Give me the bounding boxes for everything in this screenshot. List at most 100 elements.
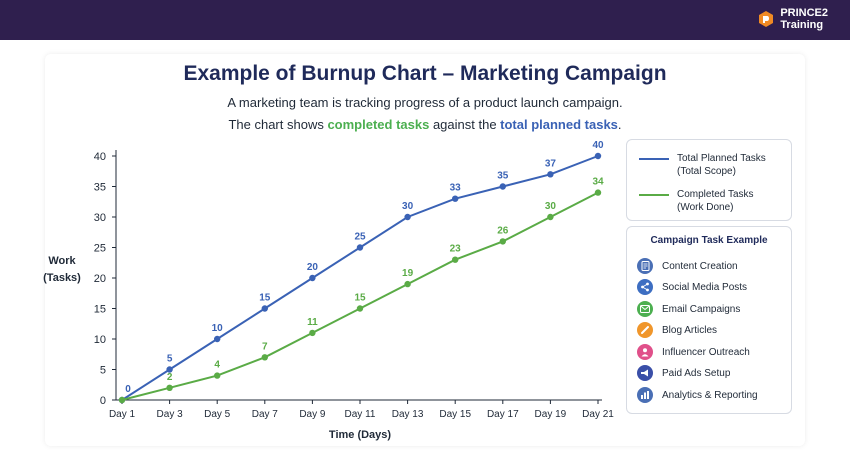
data-point-completed <box>356 305 364 312</box>
data-label-completed: 34 <box>592 177 604 188</box>
x-tick-label: Day 5 <box>204 409 231 420</box>
data-point-completed <box>261 354 268 361</box>
y-tick-label: 20 <box>94 273 106 285</box>
x-tick-label: Day 11 <box>345 409 376 420</box>
data-point-completed <box>118 396 126 404</box>
data-label-completed: 2 <box>167 372 173 383</box>
y-tick-label: 35 <box>94 182 106 194</box>
prince2-logo-icon <box>759 11 774 27</box>
subtitle-highlight-completed: completed tasks <box>327 117 430 132</box>
data-point-completed <box>452 256 459 263</box>
legend-label-planned-line1: Total Planned Tasks <box>677 153 766 164</box>
y-tick-label: 15 <box>94 304 106 316</box>
data-label-completed: 7 <box>262 341 268 352</box>
task-item-social-media: Social Media Posts <box>637 279 747 295</box>
data-label-completed: 19 <box>402 268 414 279</box>
task-label: Email Campaigns <box>662 303 741 315</box>
x-tick-label: Day 1 <box>109 409 136 420</box>
y-axis-label-line2: (Tasks) <box>43 272 81 284</box>
x-tick-label: Day 21 <box>582 409 614 420</box>
data-point-completed <box>404 280 411 288</box>
chart-title: Example of Burnup Chart – Marketing Camp… <box>183 62 667 85</box>
data-label-planned: 33 <box>450 183 462 194</box>
x-tick-label: Day 17 <box>487 409 519 420</box>
subtitle-highlight-planned: total planned tasks <box>500 117 618 132</box>
y-tick-label: 40 <box>94 151 106 163</box>
y-tick-label: 30 <box>94 212 106 224</box>
y-tick-label: 10 <box>94 334 106 346</box>
share-icon <box>637 279 653 295</box>
legend-label-planned: Total Planned Tasks (Total Scope) <box>677 152 766 178</box>
data-point-planned <box>214 335 221 343</box>
task-label: Paid Ads Setup <box>662 367 731 379</box>
data-label-planned: 30 <box>402 201 414 212</box>
document-icon <box>637 258 653 274</box>
series-line-planned <box>121 155 599 401</box>
data-label-completed: 23 <box>450 244 462 255</box>
task-label: Blog Articles <box>662 324 718 336</box>
data-label-planned: 25 <box>354 232 366 243</box>
x-tick-label: Day 15 <box>439 409 471 420</box>
data-label-planned: 0 <box>125 384 131 395</box>
bar-chart-icon <box>637 387 653 403</box>
person-icon <box>637 344 653 360</box>
task-label: Influencer Outreach <box>662 346 750 358</box>
y-tick-label: 5 <box>100 365 106 377</box>
data-point-completed <box>309 329 316 337</box>
data-label-completed: 4 <box>214 360 220 371</box>
x-tick-label: Day 3 <box>157 409 184 420</box>
data-label-planned: 20 <box>307 262 319 273</box>
x-tick-label: Day 7 <box>252 409 279 420</box>
chart-subtitle-line2: The chart shows completed tasks against … <box>0 117 850 132</box>
data-point-completed <box>594 189 602 196</box>
legend: Total Planned Tasks (Total Scope) Comple… <box>626 139 792 221</box>
data-label-completed: 26 <box>497 225 509 236</box>
data-label-planned: 35 <box>497 171 509 182</box>
task-item-content-creation: Content Creation <box>637 258 738 274</box>
brand[interactable]: PRINCE2 Training <box>758 7 828 31</box>
brand-line2: Training <box>780 19 824 31</box>
task-label: Content Creation <box>662 260 738 272</box>
task-item-paid-ads: Paid Ads Setup <box>637 365 730 381</box>
data-point-completed <box>166 384 173 391</box>
task-item-analytics: Analytics & Reporting <box>637 387 758 403</box>
data-point-planned <box>261 305 268 312</box>
subtitle-text-b: against the <box>429 117 501 132</box>
task-item-email: Email Campaigns <box>637 301 740 317</box>
x-tick-label: Day 19 <box>535 409 567 420</box>
x-tick-label: Day 13 <box>392 409 424 420</box>
legend-item-completed: Completed Tasks (Work Done) <box>639 188 754 214</box>
y-axis-label-line1: Work <box>48 255 76 267</box>
legend-swatch-completed <box>639 194 669 196</box>
campaign-task-panel: Campaign Task Example Content Creation S… <box>626 226 792 414</box>
data-label-completed: 15 <box>354 293 366 304</box>
data-point-planned <box>452 195 459 202</box>
data-point-planned <box>594 152 602 160</box>
data-point-planned <box>356 244 364 251</box>
task-label: Analytics & Reporting <box>662 389 758 401</box>
data-point-planned <box>499 183 506 190</box>
task-item-blog: Blog Articles <box>637 322 717 338</box>
legend-label-planned-line2: (Total Scope) <box>677 166 736 177</box>
data-point-planned <box>309 274 316 282</box>
email-icon <box>637 301 653 317</box>
brand-line1: PRINCE2 <box>780 7 828 19</box>
data-point-completed <box>547 213 554 221</box>
legend-label-completed-line1: Completed Tasks <box>677 189 754 200</box>
x-axis-label: Time (Days) <box>329 429 391 441</box>
y-tick-label: 25 <box>94 243 106 255</box>
data-point-planned <box>404 213 411 221</box>
x-tick-label: Day 9 <box>299 409 326 420</box>
data-point-planned <box>547 171 554 178</box>
y-tick-label: 0 <box>100 395 106 407</box>
data-point-planned <box>166 366 173 373</box>
legend-item-planned: Total Planned Tasks (Total Scope) <box>639 152 766 178</box>
data-label-planned: 10 <box>212 323 224 334</box>
megaphone-icon <box>637 365 653 381</box>
chart-subtitle-line1: A marketing team is tracking progress of… <box>227 95 623 110</box>
top-bar: PRINCE2 Training <box>0 0 850 40</box>
campaign-task-title: Campaign Task Example <box>650 235 768 246</box>
data-label-planned: 5 <box>167 354 173 365</box>
data-point-completed <box>214 372 221 379</box>
